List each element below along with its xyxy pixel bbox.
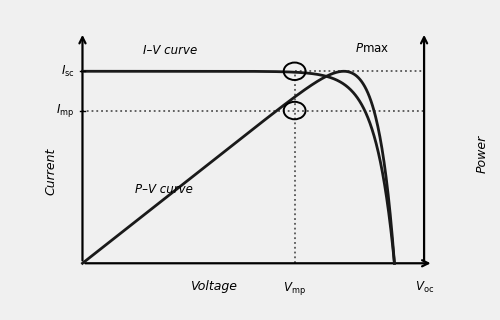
Text: $V_{\rm mp}$: $V_{\rm mp}$ bbox=[283, 280, 306, 297]
Text: I–V curve: I–V curve bbox=[142, 44, 197, 57]
Text: P–V curve: P–V curve bbox=[134, 183, 192, 196]
Text: $I_{\rm mp}$: $I_{\rm mp}$ bbox=[56, 102, 74, 119]
Text: $I_{\rm sc}$: $I_{\rm sc}$ bbox=[61, 64, 74, 79]
Text: $P$max: $P$max bbox=[356, 42, 390, 55]
Text: Power: Power bbox=[476, 134, 489, 173]
Text: Voltage: Voltage bbox=[190, 280, 237, 292]
Text: $V_{\rm oc}$: $V_{\rm oc}$ bbox=[414, 280, 434, 295]
Text: Current: Current bbox=[45, 148, 58, 195]
